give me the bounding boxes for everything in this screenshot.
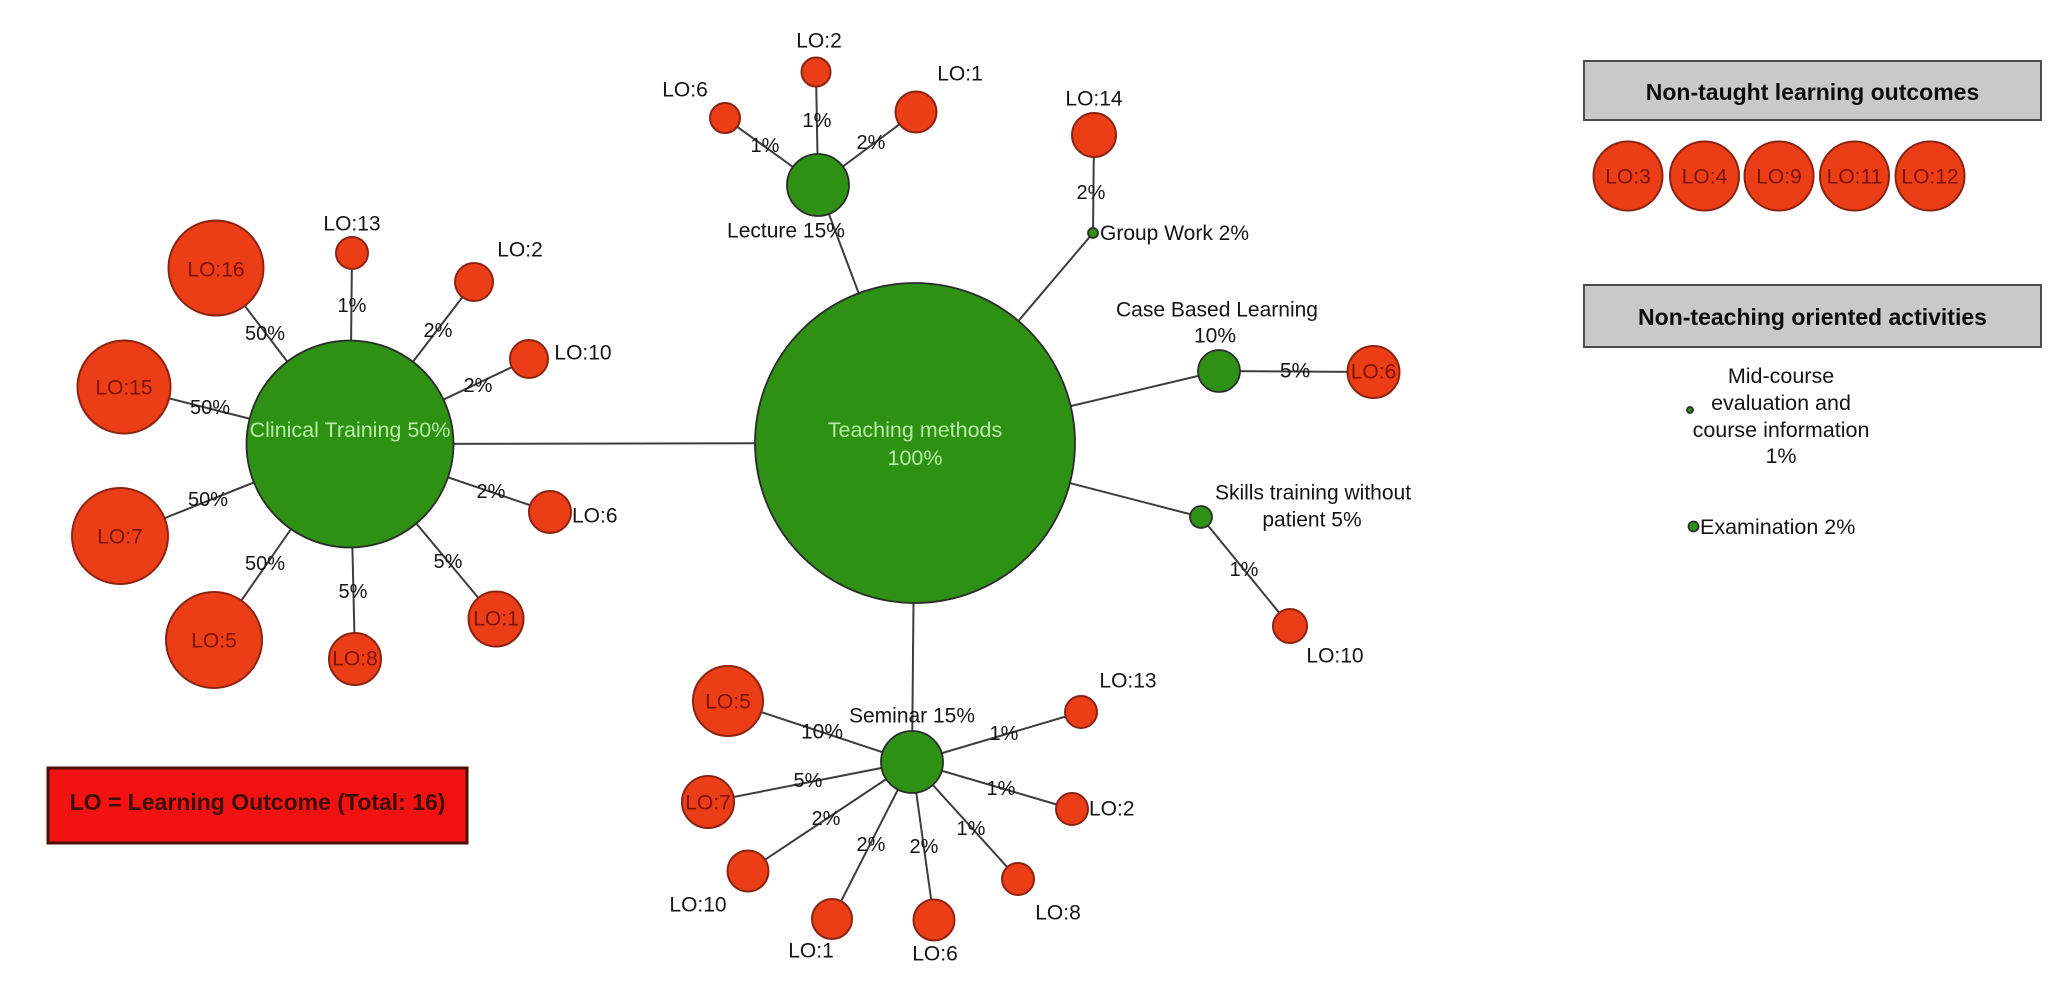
- svg-text:LO:2: LO:2: [1089, 798, 1135, 821]
- svg-text:LO:2: LO:2: [796, 30, 842, 53]
- svg-text:5%: 5%: [434, 551, 463, 573]
- svg-text:Teaching methods: Teaching methods: [828, 418, 1003, 442]
- svg-text:LO:6: LO:6: [572, 505, 618, 528]
- svg-text:Skills training without: Skills training without: [1215, 482, 1411, 505]
- svg-text:LO:10: LO:10: [554, 342, 611, 365]
- svg-text:LO:1: LO:1: [473, 608, 519, 631]
- svg-text:LO:11: LO:11: [1827, 166, 1883, 189]
- svg-text:2%: 2%: [464, 375, 493, 397]
- svg-text:1%: 1%: [751, 135, 780, 157]
- svg-text:LO:2: LO:2: [497, 239, 543, 262]
- svg-text:2%: 2%: [424, 320, 453, 342]
- svg-text:LO:13: LO:13: [323, 213, 380, 236]
- svg-text:Non-taught learning outcomes: Non-taught learning outcomes: [1646, 79, 1980, 105]
- svg-text:LO:15: LO:15: [95, 377, 152, 400]
- svg-text:5%: 5%: [339, 581, 368, 603]
- svg-text:LO:7: LO:7: [685, 792, 731, 815]
- svg-text:1%: 1%: [803, 110, 832, 132]
- svg-text:LO:10: LO:10: [1306, 645, 1363, 668]
- svg-text:LO:1: LO:1: [788, 940, 834, 963]
- svg-text:50%: 50%: [245, 323, 285, 345]
- svg-text:2%: 2%: [1077, 182, 1106, 204]
- svg-text:50%: 50%: [245, 553, 285, 575]
- svg-text:LO:6: LO:6: [1351, 361, 1397, 384]
- svg-text:10%: 10%: [801, 721, 843, 744]
- svg-text:LO:8: LO:8: [332, 648, 378, 671]
- svg-text:LO:6: LO:6: [912, 943, 958, 966]
- svg-text:LO:5: LO:5: [191, 630, 237, 653]
- svg-text:LO:3: LO:3: [1605, 166, 1651, 189]
- svg-text:5%: 5%: [1280, 360, 1310, 383]
- svg-text:Lecture 15%: Lecture 15%: [727, 220, 845, 243]
- svg-text:LO:13: LO:13: [1099, 670, 1156, 693]
- svg-text:LO:7: LO:7: [97, 526, 143, 549]
- svg-text:10%: 10%: [1194, 325, 1236, 348]
- svg-text:Clinical Training 50%: Clinical Training 50%: [250, 418, 451, 442]
- svg-text:2%: 2%: [812, 808, 841, 830]
- svg-text:50%: 50%: [190, 397, 230, 419]
- svg-text:LO:5: LO:5: [705, 691, 751, 714]
- svg-text:LO:9: LO:9: [1756, 166, 1802, 189]
- svg-text:LO:16: LO:16: [187, 259, 244, 282]
- svg-text:1%: 1%: [1230, 559, 1259, 581]
- svg-text:LO:4: LO:4: [1682, 166, 1728, 189]
- svg-text:evaluation and: evaluation and: [1711, 391, 1851, 415]
- svg-text:course information: course information: [1693, 418, 1870, 442]
- svg-text:1%: 1%: [338, 295, 367, 317]
- svg-text:LO:1: LO:1: [937, 63, 983, 86]
- svg-text:LO = Learning Outcome (Total:: LO = Learning Outcome (Total: 16): [70, 789, 446, 815]
- svg-text:2%: 2%: [857, 834, 886, 856]
- svg-text:2%: 2%: [910, 836, 939, 858]
- svg-text:LO:14: LO:14: [1065, 88, 1123, 111]
- svg-text:Group Work 2%: Group Work 2%: [1100, 222, 1249, 245]
- svg-text:Non-teaching oriented activiti: Non-teaching oriented activities: [1638, 304, 1987, 330]
- svg-text:50%: 50%: [188, 489, 228, 511]
- svg-text:1%: 1%: [987, 778, 1016, 800]
- svg-text:100%: 100%: [888, 446, 943, 470]
- svg-text:Examination 2%: Examination 2%: [1700, 515, 1855, 539]
- svg-text:2%: 2%: [857, 132, 886, 154]
- svg-text:Mid-course: Mid-course: [1728, 364, 1834, 388]
- svg-text:Seminar 15%: Seminar 15%: [849, 705, 975, 728]
- svg-text:LO:12: LO:12: [1901, 166, 1958, 189]
- svg-text:1%: 1%: [1765, 444, 1796, 468]
- svg-text:LO:10: LO:10: [669, 894, 726, 917]
- svg-text:LO:6: LO:6: [662, 79, 708, 102]
- svg-text:patient 5%: patient 5%: [1262, 509, 1361, 532]
- svg-text:Case Based Learning: Case Based Learning: [1116, 299, 1318, 322]
- svg-text:1%: 1%: [957, 818, 986, 840]
- svg-text:LO:8: LO:8: [1035, 902, 1081, 925]
- svg-text:2%: 2%: [477, 481, 506, 503]
- svg-text:1%: 1%: [990, 723, 1019, 745]
- svg-text:5%: 5%: [794, 770, 823, 792]
